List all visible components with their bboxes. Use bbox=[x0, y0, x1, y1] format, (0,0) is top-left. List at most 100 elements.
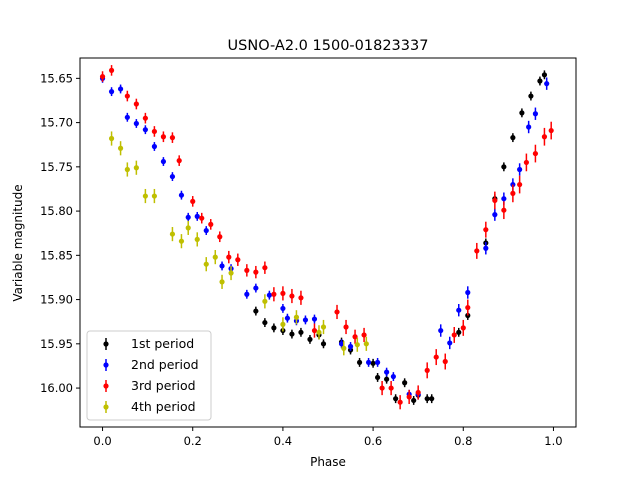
data-point bbox=[124, 114, 130, 120]
data-point bbox=[284, 315, 291, 321]
data-point bbox=[415, 389, 421, 396]
data-point bbox=[228, 270, 234, 276]
legend-item: 1st period bbox=[103, 336, 194, 351]
legend-item: 4th period bbox=[103, 399, 196, 414]
data-point bbox=[99, 73, 106, 80]
data-point bbox=[397, 399, 403, 405]
data-point bbox=[510, 135, 516, 141]
data-point bbox=[334, 309, 340, 315]
data-point bbox=[108, 67, 115, 73]
legend-marker bbox=[103, 383, 109, 389]
y-tick-label: 15.75 bbox=[40, 160, 73, 174]
data-point bbox=[528, 93, 534, 99]
data-point bbox=[169, 173, 176, 180]
data-point bbox=[226, 254, 232, 260]
data-point bbox=[194, 213, 200, 219]
legend-marker bbox=[103, 341, 109, 347]
legend-item: 2nd period bbox=[103, 357, 199, 372]
data-point bbox=[341, 345, 347, 351]
data-point bbox=[311, 327, 318, 334]
data-point bbox=[271, 325, 277, 331]
y-tick-label: 15.95 bbox=[40, 337, 73, 351]
data-point bbox=[298, 329, 304, 335]
data-point bbox=[262, 319, 268, 326]
data-point bbox=[203, 227, 209, 234]
data-point bbox=[190, 198, 196, 204]
data-point bbox=[124, 93, 130, 99]
data-point bbox=[492, 197, 498, 204]
series-4 bbox=[108, 131, 369, 356]
data-point bbox=[465, 304, 471, 311]
data-point bbox=[235, 257, 241, 263]
data-point bbox=[133, 101, 139, 107]
data-point bbox=[253, 269, 259, 275]
data-point bbox=[365, 359, 372, 366]
data-point bbox=[501, 164, 507, 170]
y-tick-label: 15.70 bbox=[40, 116, 73, 130]
data-point bbox=[151, 143, 157, 150]
data-point bbox=[212, 254, 218, 260]
data-point bbox=[203, 261, 209, 267]
data-point bbox=[390, 373, 396, 380]
data-point bbox=[142, 193, 148, 199]
data-point bbox=[456, 329, 462, 335]
x-axis-label: Phase bbox=[310, 455, 346, 469]
data-point bbox=[185, 214, 191, 220]
data-point bbox=[199, 215, 205, 221]
data-point bbox=[160, 158, 167, 165]
data-point bbox=[117, 86, 124, 92]
data-point bbox=[178, 192, 185, 198]
data-point bbox=[402, 380, 408, 386]
legend-label: 1st period bbox=[131, 336, 194, 351]
data-point bbox=[474, 248, 480, 254]
data-point bbox=[442, 358, 448, 365]
data-point bbox=[266, 292, 272, 298]
x-tick-label: 0.0 bbox=[93, 434, 111, 448]
x-axis: 0.0 0.2 0.4 0.6 0.8 1.0 bbox=[93, 427, 563, 448]
data-point bbox=[544, 81, 550, 87]
legend-item: 3rd period bbox=[103, 378, 196, 393]
data-point bbox=[244, 291, 250, 297]
x-tick-label: 0.8 bbox=[454, 434, 472, 448]
y-tick-label: 15.65 bbox=[40, 71, 73, 85]
data-point bbox=[352, 334, 358, 340]
data-point bbox=[354, 342, 360, 348]
data-point bbox=[176, 158, 182, 164]
data-point bbox=[406, 394, 412, 400]
data-point bbox=[320, 324, 327, 330]
data-point bbox=[438, 327, 444, 334]
data-point bbox=[194, 236, 200, 243]
data-point bbox=[133, 165, 139, 171]
data-point bbox=[320, 341, 327, 347]
data-point bbox=[460, 325, 466, 331]
data-point bbox=[169, 231, 176, 237]
data-point bbox=[375, 374, 381, 381]
data-point bbox=[347, 343, 354, 350]
x-tick-label: 0.4 bbox=[274, 434, 292, 448]
data-point bbox=[517, 166, 523, 173]
y-tick-label: 15.85 bbox=[40, 248, 73, 262]
series-3 bbox=[99, 65, 554, 410]
data-point bbox=[424, 396, 430, 402]
data-point bbox=[178, 238, 185, 244]
data-point bbox=[517, 181, 523, 188]
data-point bbox=[537, 78, 543, 84]
data-point bbox=[293, 314, 300, 320]
legend-box bbox=[86, 330, 212, 421]
data-point bbox=[363, 341, 369, 347]
data-point bbox=[108, 135, 115, 142]
data-point bbox=[262, 298, 268, 304]
data-point bbox=[483, 227, 489, 233]
data-point bbox=[133, 120, 139, 127]
data-point bbox=[532, 150, 539, 157]
data-point bbox=[208, 221, 214, 227]
data-point bbox=[271, 291, 277, 297]
legend-label: 2nd period bbox=[131, 357, 199, 372]
data-point bbox=[160, 134, 167, 140]
data-point bbox=[465, 289, 471, 296]
data-point bbox=[510, 181, 516, 188]
data-point bbox=[262, 265, 268, 271]
data-point bbox=[492, 212, 498, 218]
data-point bbox=[433, 354, 439, 360]
